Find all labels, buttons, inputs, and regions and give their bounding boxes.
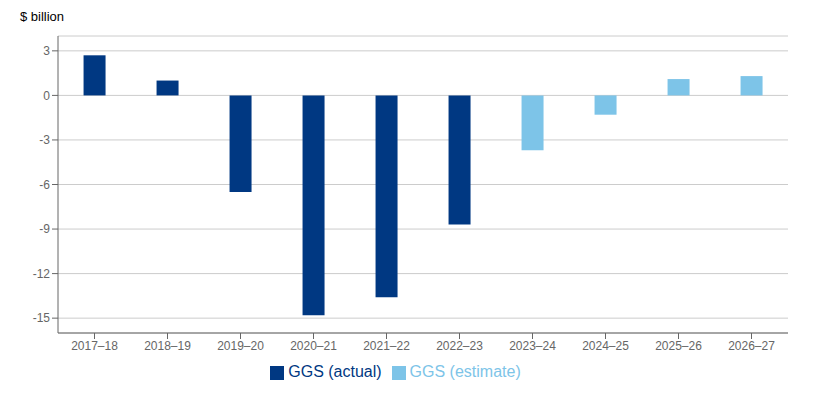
svg-text:2021–22: 2021–22 (363, 339, 410, 353)
svg-text:2026–27: 2026–27 (728, 339, 775, 353)
svg-text:2019–20: 2019–20 (217, 339, 264, 353)
svg-text:0: 0 (43, 89, 50, 103)
svg-text:2025–26: 2025–26 (655, 339, 702, 353)
svg-text:-9: -9 (39, 222, 50, 236)
svg-text:-6: -6 (39, 178, 50, 192)
svg-text:-15: -15 (33, 311, 51, 325)
svg-text:-3: -3 (39, 133, 50, 147)
svg-text:-12: -12 (33, 267, 51, 281)
svg-text:2023–24: 2023–24 (509, 339, 556, 353)
html-text:$ billion: $ billion (20, 9, 65, 24)
svg-text:2024–25: 2024–25 (582, 339, 629, 353)
svg-text:3: 3 (43, 44, 50, 58)
svg-text:2020–21: 2020–21 (290, 339, 337, 353)
html-text:GGS (estimate): GGS (estimate) (409, 363, 521, 380)
svg-text:2018–19: 2018–19 (144, 339, 191, 353)
svg-text:2022–23: 2022–23 (436, 339, 483, 353)
html-text:GGS (actual): GGS (actual) (288, 363, 382, 380)
svg-text:2017–18: 2017–18 (71, 339, 118, 353)
